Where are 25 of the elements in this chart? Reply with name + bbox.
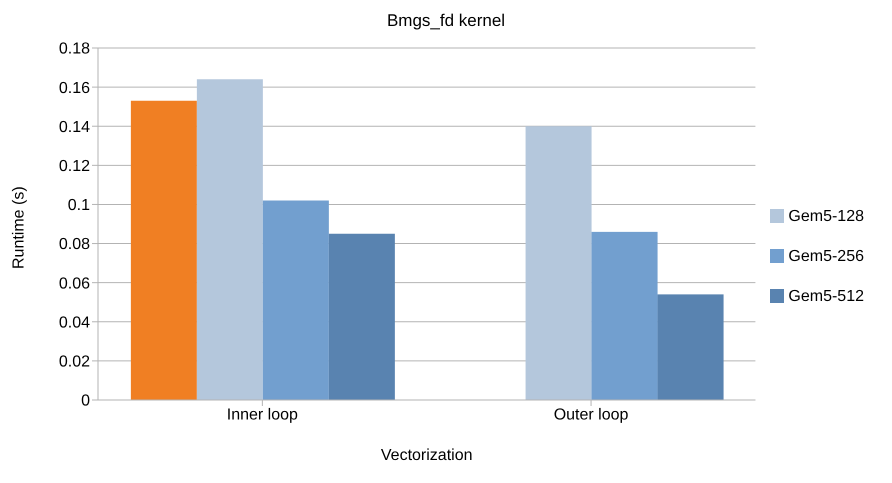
bar — [328, 234, 395, 400]
y-axis-title: Runtime (s) — [10, 186, 28, 269]
y-tick-label: 0.02 — [58, 354, 90, 371]
y-tick-label: 0.14 — [58, 118, 90, 136]
legend-label: Gem5-512 — [788, 288, 864, 304]
legend-label: Gem5-256 — [788, 248, 864, 264]
bar — [658, 294, 724, 400]
y-tick-label: 0.06 — [58, 275, 90, 292]
y-tick-label: 0.1 — [68, 197, 90, 214]
y-tick-label: 0.08 — [58, 236, 90, 254]
y-tick-label: 0.18 — [58, 40, 90, 58]
x-axis-title: Vectorization — [380, 447, 473, 464]
x-tick-label: Outer loop — [554, 406, 629, 424]
bar — [592, 232, 658, 400]
x-tick-label: Inner loop — [226, 406, 298, 424]
y-tick-label: 0.12 — [58, 158, 90, 176]
legend-label: Gem5-128 — [788, 208, 864, 224]
y-tick-label: 0.16 — [58, 80, 90, 97]
chart-title: Bmgs_fd kernel — [386, 10, 506, 32]
bar — [262, 200, 329, 400]
y-tick-label: 0 — [81, 392, 90, 410]
bar — [196, 79, 263, 400]
bar — [526, 126, 592, 400]
y-tick-label: 0.04 — [58, 314, 90, 332]
bar — [130, 100, 197, 400]
